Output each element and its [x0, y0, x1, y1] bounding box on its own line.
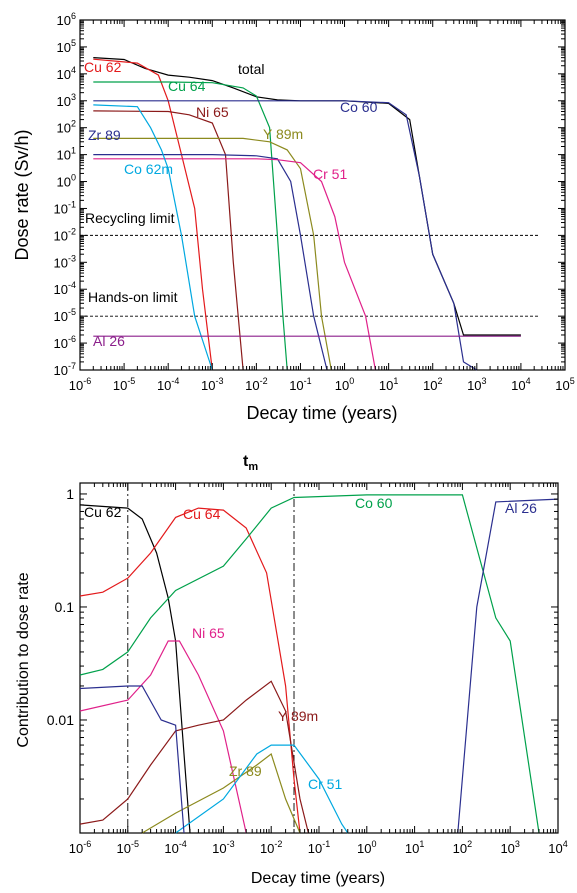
y-tick-label: 10-4	[54, 280, 76, 297]
x-tick-label: 10-1	[289, 376, 311, 393]
y-tick-label: 10-5	[54, 307, 76, 324]
series-line-cr-51	[93, 158, 376, 371]
series-label-cu64: Cu 64	[183, 506, 221, 522]
series-label-y89m: Y 89m	[278, 708, 318, 724]
y-tick-label: 100	[57, 173, 76, 190]
x-tick-label: 10-4	[164, 839, 186, 856]
x-axis-label: Decay time (years)	[246, 403, 397, 423]
series-line-co-62m	[93, 104, 213, 371]
x-tick-label: 10-1	[308, 839, 330, 856]
title-subscript: m	[248, 461, 258, 473]
x-tick-label: 102	[423, 376, 442, 393]
series-line-y-89m	[79, 680, 309, 834]
plot-frame	[79, 19, 566, 371]
x-tick-label: 10-6	[69, 839, 91, 856]
x-tick-label: 101	[405, 839, 424, 856]
x-tick-label: 10-6	[69, 376, 91, 393]
series-label-co60: Co 60	[355, 495, 393, 511]
series-line-zr-89-near-zero	[79, 685, 185, 834]
reference-lines	[80, 234, 539, 317]
series-line-cu-62	[79, 504, 191, 834]
x-tick-label: 10-2	[245, 376, 267, 393]
chart-contribution: 10-6 10-5 10-4 10-3 10-2 10-1 100 101 102 103 104 1…	[15, 453, 568, 887]
x-tick-label: 10-2	[260, 839, 282, 856]
x-tick-label: 100	[357, 839, 376, 856]
y-tick-label: 106	[57, 11, 76, 28]
series-line-ni-65	[93, 110, 244, 371]
y-tick-label: 10-6	[54, 334, 76, 351]
x-tick-label: 102	[453, 839, 472, 856]
series-label-zr89: Zr 89	[88, 127, 121, 143]
reference-label-recycling: Recycling limit	[85, 210, 175, 226]
series-line-cu-62	[93, 58, 213, 371]
x-tick-label: 10-3	[201, 376, 223, 393]
series-label-cu64: Cu 64	[168, 78, 206, 94]
series-group	[93, 57, 521, 371]
x-tick-label: 100	[335, 376, 354, 393]
series-line-cu-64	[93, 81, 288, 371]
y-tick-label: 102	[57, 119, 76, 136]
series-label-al26: Al 26	[505, 500, 537, 516]
series-label-zr89: Zr 89	[229, 763, 262, 779]
x-tick-label: 103	[500, 839, 519, 856]
series-line-ni-65	[79, 640, 247, 834]
chart-title: tm	[243, 453, 258, 473]
axis-ticks: 10-6 10-5 10-4 10-3 10-2 10-1 100 101 102 103 104 1…	[54, 11, 575, 393]
series-label-ni65: Ni 65	[196, 104, 229, 120]
series-label-y89m: Y 89m	[263, 126, 303, 142]
series-line-y-89m	[93, 137, 332, 371]
series-label-cu62: Cu 62	[84, 504, 122, 520]
x-axis-label: Decay time (years)	[251, 870, 385, 887]
y-tick-label: 103	[57, 92, 76, 109]
y-tick-label: 0.1	[55, 599, 75, 615]
series-label-cr51: Cr 51	[308, 776, 342, 792]
x-tick-label: 10-3	[212, 839, 234, 856]
series-label-ni65: Ni 65	[192, 625, 225, 641]
series-label-cr51: Cr 51	[313, 166, 347, 182]
x-tick-label: 104	[511, 376, 530, 393]
x-tick-label: 103	[467, 376, 486, 393]
x-tick-label: 10-5	[113, 376, 135, 393]
y-axis-label: Contribution to dose rate	[15, 572, 32, 747]
series-label-al26: Al 26	[93, 333, 125, 349]
y-tick-label: 10-3	[54, 253, 76, 270]
y-tick-label: 10-2	[54, 226, 76, 243]
y-tick-label: 10-1	[54, 199, 76, 216]
series-label-cu62: Cu 62	[84, 59, 122, 75]
y-tick-label: 101	[57, 146, 76, 163]
y-axis-label: Dose rate (Sv/h)	[12, 129, 32, 260]
series-line-cr-51	[175, 744, 349, 834]
reference-label-hands-on: Hands-on limit	[88, 289, 178, 305]
series-line-zr-89	[141, 753, 301, 834]
series-line-co-60	[79, 494, 540, 834]
y-tick-label: 0.01	[47, 712, 74, 728]
x-tick-label: 10-4	[157, 376, 179, 393]
axis-ticks: 10-6 10-5 10-4 10-3 10-2 10-1 100 101 102 103 104 1…	[47, 483, 568, 856]
series-label-total: total	[238, 61, 264, 77]
x-tick-label: 104	[548, 839, 567, 856]
chart-dose-rate: 10-6 10-5 10-4 10-3 10-2 10-1 100 101 102 103 104 1…	[12, 11, 575, 423]
reference-lines	[127, 483, 295, 833]
y-tick-label: 1	[66, 486, 74, 502]
series-line-al-26	[457, 498, 559, 834]
series-line-cu-64	[79, 507, 301, 834]
x-tick-label: 101	[379, 376, 398, 393]
y-tick-label: 105	[57, 38, 76, 55]
series-label-co62m: Co 62m	[124, 161, 173, 177]
x-tick-label: 105	[555, 376, 574, 393]
series-group	[79, 494, 559, 834]
series-line-zr-89	[93, 154, 328, 371]
y-tick-label: 10-7	[54, 361, 76, 378]
series-line-co-60	[93, 100, 478, 371]
y-tick-label: 104	[57, 65, 76, 82]
series-label-co60: Co 60	[340, 99, 378, 115]
x-tick-label: 10-5	[117, 839, 139, 856]
